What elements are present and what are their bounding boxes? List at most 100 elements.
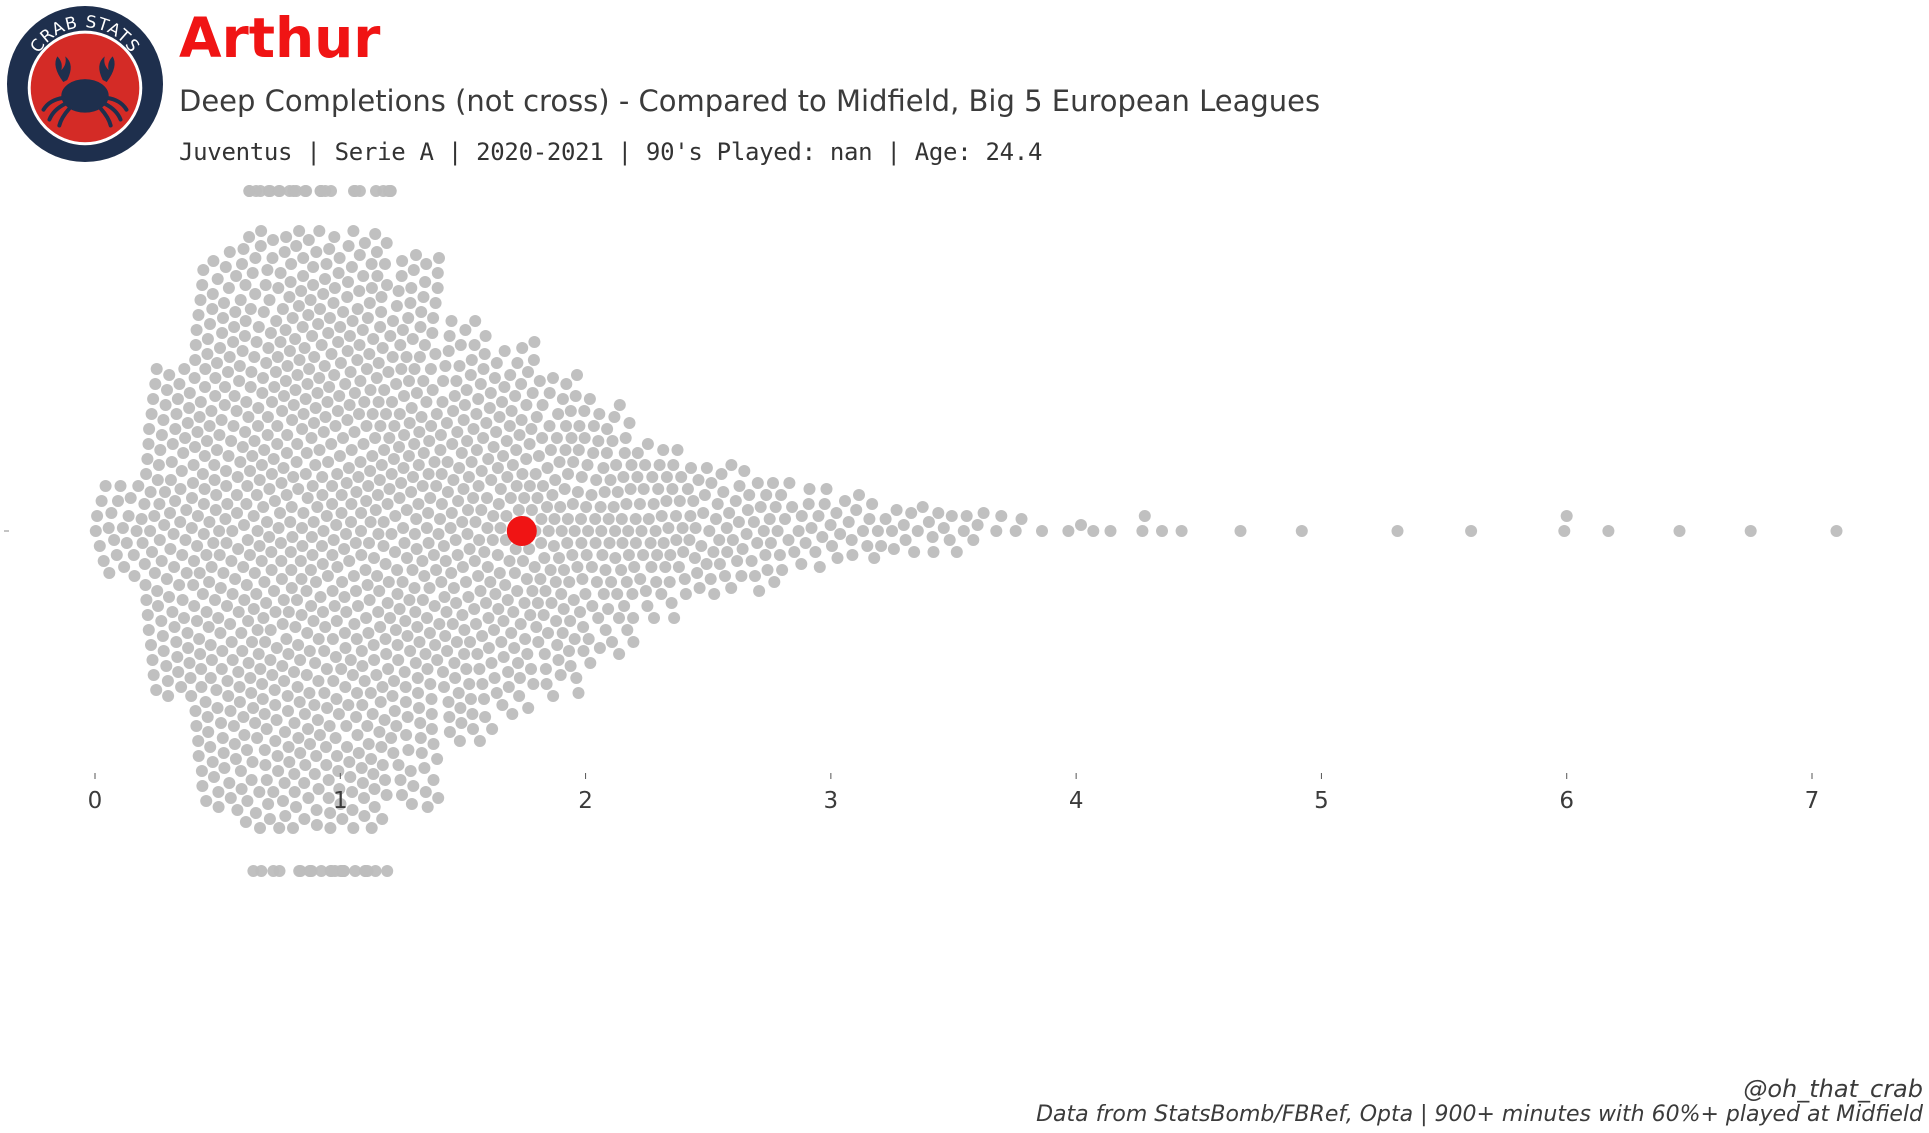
population-dot	[463, 678, 476, 690]
population-dot	[120, 537, 133, 549]
population-dot	[352, 747, 365, 759]
population-dot	[660, 495, 673, 507]
population-dot	[405, 282, 418, 294]
population-dot	[194, 396, 207, 408]
population-dot	[214, 582, 227, 594]
population-dot	[507, 606, 520, 618]
population-dot	[660, 471, 673, 483]
population-dot	[521, 648, 534, 660]
population-dot	[257, 501, 270, 513]
population-dot	[442, 696, 455, 708]
population-dot	[570, 672, 583, 684]
population-dot	[310, 804, 323, 816]
population-dot	[257, 372, 269, 384]
population-dot	[378, 714, 391, 726]
population-dot	[271, 750, 284, 762]
population-dot	[307, 261, 320, 273]
population-dot	[296, 321, 309, 333]
population-dot	[390, 300, 403, 312]
population-dot	[380, 789, 393, 801]
population-dot	[477, 363, 490, 375]
population-dot	[269, 606, 282, 618]
population-dot	[684, 510, 697, 522]
population-dot	[295, 609, 308, 621]
population-dot	[285, 501, 298, 513]
population-dot	[379, 633, 392, 645]
population-dot	[204, 741, 217, 753]
population-dot	[628, 561, 641, 573]
population-dot	[441, 486, 454, 498]
population-dot	[315, 865, 328, 877]
population-dot	[360, 612, 373, 624]
population-dot	[376, 813, 389, 825]
population-dot	[1175, 525, 1188, 537]
population-dot	[721, 546, 734, 558]
population-dot	[171, 651, 184, 663]
population-dot	[671, 444, 684, 456]
population-dot	[533, 375, 546, 387]
population-dot	[248, 567, 261, 579]
population-dot	[447, 405, 460, 417]
population-dot	[235, 627, 248, 639]
population-dot	[375, 306, 388, 318]
population-dot	[211, 357, 223, 369]
population-dot	[451, 426, 464, 438]
population-dot	[597, 588, 610, 600]
population-dot	[401, 630, 414, 642]
population-dot	[350, 585, 362, 597]
population-dot	[255, 225, 268, 237]
population-dot	[165, 456, 178, 468]
population-dot	[369, 504, 382, 516]
population-dot	[353, 339, 366, 351]
population-dot	[284, 276, 297, 288]
population-dot	[141, 609, 154, 621]
population-dot	[462, 471, 475, 483]
population-dot	[670, 534, 683, 546]
population-dot	[497, 450, 510, 462]
population-dot	[222, 450, 235, 462]
population-dot	[374, 696, 387, 708]
population-dot	[421, 663, 434, 675]
population-dot	[251, 732, 264, 744]
population-dot	[310, 819, 323, 831]
population-dot	[351, 729, 364, 741]
population-dot	[565, 432, 578, 444]
population-dot	[255, 865, 268, 877]
population-dot	[411, 621, 424, 633]
population-dot	[379, 558, 392, 570]
population-dot	[236, 645, 249, 657]
population-dot	[504, 369, 517, 381]
population-dot	[378, 444, 391, 456]
population-dot	[642, 513, 655, 525]
population-dot	[326, 633, 339, 645]
population-dot	[206, 756, 219, 768]
population-dot	[294, 654, 307, 666]
population-dot	[307, 516, 320, 528]
population-dot	[295, 573, 308, 585]
population-dot	[405, 402, 418, 414]
population-dot	[475, 504, 488, 516]
population-dot	[209, 504, 222, 516]
population-dot	[288, 717, 301, 729]
population-dot	[571, 369, 583, 381]
population-dot	[544, 564, 557, 576]
population-dot	[534, 573, 547, 585]
population-dot	[356, 660, 369, 672]
population-dot	[278, 777, 291, 789]
population-dot	[360, 363, 373, 375]
population-dot	[205, 654, 218, 666]
population-dot	[531, 492, 544, 504]
population-dot	[265, 546, 278, 558]
population-dot	[314, 591, 327, 603]
population-dot	[248, 351, 261, 363]
population-dot	[538, 552, 551, 564]
population-dot	[452, 495, 465, 507]
population-dot	[518, 492, 531, 504]
population-dot	[423, 435, 436, 447]
population-dot	[346, 786, 359, 798]
population-dot	[943, 534, 956, 546]
population-dot	[187, 459, 200, 471]
population-dot	[604, 474, 617, 486]
population-dot	[535, 513, 548, 525]
population-dot	[839, 495, 851, 507]
